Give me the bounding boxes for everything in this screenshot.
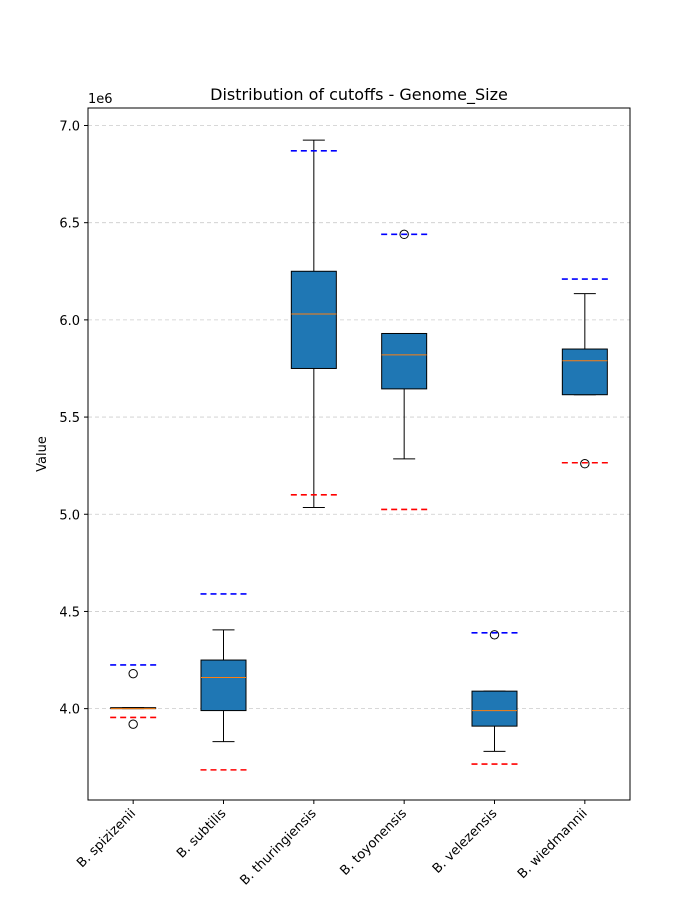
iqr-box: [381, 332, 428, 390]
box-group: [471, 630, 518, 765]
plot-area: [110, 139, 608, 771]
y-tick-label: 5.5: [59, 411, 80, 426]
outlier-point: [489, 630, 500, 640]
y-tick-label: 7.0: [59, 119, 80, 134]
iqr-box: [561, 348, 608, 396]
box-group: [381, 229, 428, 511]
outlier-point: [399, 229, 409, 240]
y-tick-label: 4.5: [59, 605, 80, 620]
y-axis-offset-label: 1e6: [88, 92, 113, 107]
grid-lines: [88, 125, 630, 710]
box-group: [561, 278, 608, 469]
box-group: [290, 139, 337, 508]
iqr-box: [471, 690, 518, 727]
y-tick-label: 5.0: [59, 508, 80, 523]
plot-frame: [87, 107, 631, 801]
iqr-box: [290, 270, 337, 369]
iqr-box: [200, 659, 247, 712]
outlier-point: [128, 668, 138, 679]
outlier-point: [128, 719, 138, 729]
y-tick-label: 4.0: [59, 703, 80, 718]
outlier-point: [580, 459, 590, 469]
box-group: [200, 593, 247, 771]
y-tick-label: 6.0: [59, 314, 80, 329]
chart-title: Distribution of cutoffs - Genome_Size: [210, 85, 508, 105]
y-tick-label: 6.5: [59, 217, 80, 232]
y-axis-label: Value: [35, 436, 50, 472]
box-group: [110, 664, 157, 729]
